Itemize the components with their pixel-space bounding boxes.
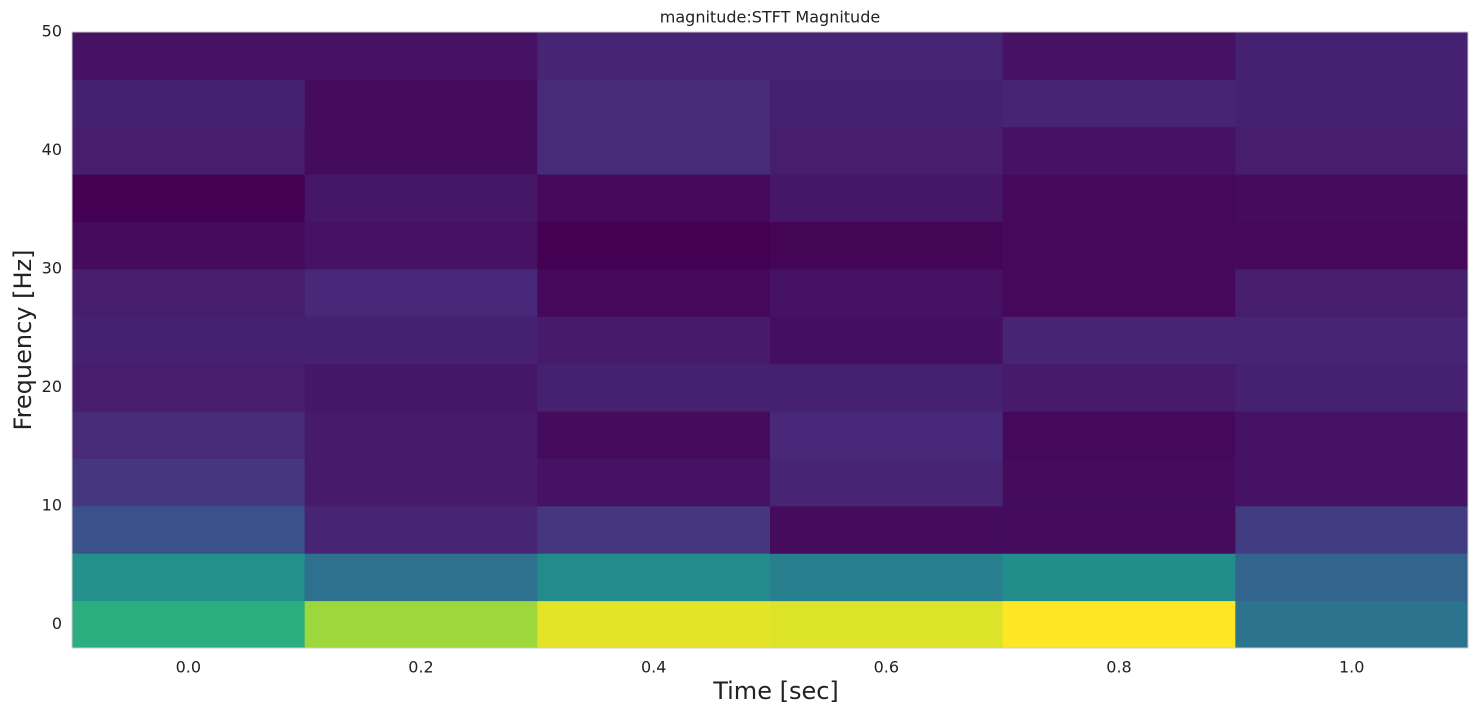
y-tick-label: 20 [42, 377, 62, 396]
heatmap-cell [770, 411, 1004, 459]
heatmap-cell [1002, 363, 1236, 412]
heatmap-cell [72, 126, 306, 175]
heatmap-cell [537, 553, 771, 602]
heatmap-cell [1002, 221, 1236, 270]
x-tick-label: 0.0 [176, 658, 201, 677]
heatmap-cell [72, 458, 306, 507]
heatmap-cell [304, 221, 538, 270]
heatmap-cell [304, 363, 538, 412]
heatmap-cell [1235, 505, 1469, 554]
heatmap-cell [1002, 32, 1236, 80]
heatmap-cell [770, 79, 1004, 128]
heatmap-cell [1002, 411, 1236, 459]
x-axis-label: Time [sec] [712, 677, 839, 705]
heatmap-cell [537, 221, 771, 270]
y-axis-label: Frequency [Hz] [9, 250, 37, 431]
heatmap-cell [304, 600, 538, 649]
heatmap-cell [537, 505, 771, 554]
heatmap-cell [1002, 553, 1236, 602]
heatmap-cell [1235, 79, 1469, 128]
heatmap-cell [537, 363, 771, 412]
heatmap-cell [770, 174, 1004, 223]
heatmap-cell [537, 32, 771, 80]
heatmap-cell [304, 32, 538, 80]
y-tick-label: 40 [42, 140, 62, 159]
heatmap-cell [304, 505, 538, 554]
heatmap-cell [770, 363, 1004, 412]
heatmap-cell [72, 174, 306, 223]
heatmap-cell [304, 79, 538, 128]
heatmap-cell [770, 505, 1004, 554]
heatmap-cell [72, 221, 306, 270]
heatmap-cell [1235, 174, 1469, 223]
heatmap-cell [537, 174, 771, 223]
heatmap-cell [770, 268, 1004, 317]
heatmap-cell [770, 221, 1004, 270]
heatmap-cell [537, 79, 771, 128]
y-tick-label: 50 [42, 22, 62, 41]
chart-title: magnitude:STFT Magnitude [660, 8, 880, 27]
heatmap-cell [72, 79, 306, 128]
heatmap-cell [1002, 174, 1236, 223]
heatmap-cell [1235, 600, 1469, 649]
heatmap-cell [1235, 126, 1469, 175]
heatmap-cell [537, 316, 771, 365]
heatmap-cell [72, 411, 306, 459]
heatmap-cell [770, 316, 1004, 365]
heatmap-cell [1002, 458, 1236, 507]
heatmap-cell [72, 32, 306, 80]
x-tick-label: 1.0 [1339, 658, 1364, 677]
heatmap-cell [537, 600, 771, 649]
heatmap-cell [72, 268, 306, 317]
heatmap-cell [537, 458, 771, 507]
heatmap-cell [770, 600, 1004, 649]
y-tick-label: 10 [42, 495, 62, 514]
heatmap-cell [1002, 79, 1236, 128]
plot-frame [71, 31, 1469, 649]
heatmap-cell [1235, 363, 1469, 412]
heatmap-cell [1235, 268, 1469, 317]
heatmap-cell [72, 363, 306, 412]
heatmap-cell [1002, 600, 1236, 649]
y-tick-label: 30 [42, 258, 62, 277]
heatmap-cell [537, 268, 771, 317]
heatmap-cell [72, 505, 306, 554]
heatmap-cell [537, 126, 771, 175]
heatmap-cell [304, 458, 538, 507]
heatmap-cell [537, 411, 771, 459]
heatmap-cell [304, 411, 538, 459]
heatmap-cell [1002, 505, 1236, 554]
heatmap-cell [770, 126, 1004, 175]
x-tick-label: 0.8 [1106, 658, 1131, 677]
heatmap-cell [1235, 32, 1469, 80]
heatmap-cell [1235, 316, 1469, 365]
heatmap-cell [304, 126, 538, 175]
heatmap-cell [1235, 221, 1469, 270]
heatmap-cell [770, 458, 1004, 507]
heatmap-cell [1002, 268, 1236, 317]
heatmap-cell [304, 174, 538, 223]
heatmap-cell [770, 32, 1004, 80]
heatmap-cell [1002, 126, 1236, 175]
heatmap-cell [72, 316, 306, 365]
y-tick-label: 0 [52, 614, 62, 633]
heatmap-cell [304, 268, 538, 317]
heatmap-cell [72, 600, 306, 649]
x-tick-label: 0.4 [641, 658, 666, 677]
heatmap-cell [304, 553, 538, 602]
heatmap-cell [1235, 411, 1469, 459]
heatmap-cell [304, 316, 538, 365]
heatmap-cell [1002, 316, 1236, 365]
heatmap-cell [770, 553, 1004, 602]
x-tick-label: 0.2 [408, 658, 433, 677]
x-tick-label: 0.6 [874, 658, 899, 677]
heatmap-cell [72, 553, 306, 602]
heatmap-cell [1235, 458, 1469, 507]
heatmap-cell [1235, 553, 1469, 602]
